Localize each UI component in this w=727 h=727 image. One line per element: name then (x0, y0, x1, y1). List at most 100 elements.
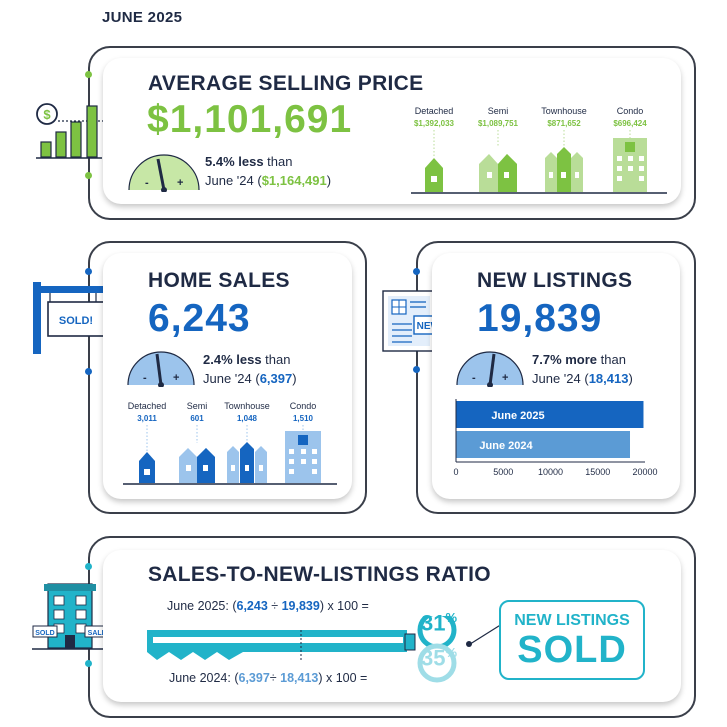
avg-price-prior: $1,164,491 (261, 173, 327, 188)
type-label: Townhouse (541, 106, 587, 116)
ratio-pct-2024: 35% (421, 645, 457, 671)
ratio-connector-dot-2 (85, 660, 92, 667)
type-label: Townhouse (224, 401, 270, 411)
avg-price-types: Detached $1,392,033 Semi $1,089,751 Town… (409, 106, 669, 194)
price-gauge-icon: - + (128, 154, 200, 192)
home-sales-prior: 6,397 (259, 371, 293, 386)
new-listings-prior: 18,413 (588, 371, 629, 386)
type-label: Semi (487, 106, 509, 116)
formula-sales: 6,243 (236, 599, 268, 613)
formula-listings: 19,839 (281, 599, 320, 613)
home-sales-change: 2.4% less (203, 352, 262, 367)
home-sales-frame (88, 241, 367, 514)
building-icon: SOLD SALE (32, 583, 110, 650)
x-tick-label: 0 (453, 467, 458, 477)
ratio-card: SALES-TO-NEW-LISTINGS RATIO June 2025: (… (103, 550, 681, 702)
than-text: than (597, 352, 626, 367)
type-label: Condo (289, 401, 317, 411)
listings-bar (456, 431, 631, 458)
new-listings-card: NEW LISTINGS 19,839 - + 7.7% more than J… (432, 253, 680, 499)
than-text: than (261, 352, 291, 367)
prior-close: ) (628, 371, 633, 386)
listings-bar (456, 401, 644, 428)
home-sales-connector-dot (85, 268, 92, 275)
home-sales-value: 6,243 (148, 297, 251, 340)
sale-tag-text: SALE (88, 630, 107, 637)
formula-text: ÷ (267, 599, 282, 613)
avg-price-comparison: 5.4% less than June '24 ($1,164,491) (205, 152, 331, 190)
prior-label: June '24 ( (532, 371, 589, 386)
new-listings-title: NEW LISTINGS (477, 269, 633, 292)
listings-gauge-icon: - + (456, 351, 524, 387)
listings-bar-label: June 2024 (479, 440, 533, 452)
type-value: $871,652 (547, 119, 581, 128)
type-value: 1,048 (236, 414, 258, 423)
type-value: $1,089,751 (477, 119, 519, 128)
pct-sign: % (445, 610, 458, 625)
formula-text: ) x 100 = (319, 599, 369, 613)
listings-bar-label: June 2025 (491, 410, 544, 422)
svg-text:-: - (472, 372, 476, 384)
new-listings-frame (416, 241, 696, 514)
svg-text:+: + (177, 177, 183, 189)
tag-line-2: SOLD (517, 629, 627, 671)
listings-bar-chart: June 2025 June 2024 0 5000 10000 15000 20000 (453, 399, 658, 477)
ratio-pct-2025: 31% (421, 610, 457, 636)
pct-value: 31 (421, 610, 446, 636)
avg-price-title: AVERAGE SELLING PRICE (148, 72, 424, 95)
new-listings-change: 7.7% more (532, 352, 598, 367)
x-tick-label: 10000 (538, 467, 563, 477)
avg-price-connector-dot-2 (85, 172, 92, 179)
green-houses-icon (411, 130, 667, 194)
svg-text:-: - (143, 372, 147, 384)
sales-gauge-icon: - + (127, 351, 195, 387)
type-label: Condo (616, 106, 644, 116)
new-listings-connector-dot (413, 268, 420, 275)
key-icon (147, 616, 503, 683)
avg-price-change: 5.4% less (205, 154, 264, 169)
new-listings-value: 19,839 (477, 297, 603, 340)
avg-price-card: AVERAGE SELLING PRICE $1,101,691 - + 5.4… (103, 58, 681, 204)
formula-text: June 2025: ( (167, 599, 237, 613)
pct-sign: % (445, 645, 458, 660)
home-sales-comparison: 2.4% less than June '24 (6,397) (203, 350, 297, 388)
type-value: 1,510 (292, 414, 314, 423)
type-value: $1,392,033 (413, 119, 455, 128)
x-tick-label: 15000 (585, 467, 610, 477)
svg-text:-: - (145, 177, 149, 189)
tag-line-1: NEW LISTINGS (514, 612, 630, 629)
ratio-connector-dot (85, 563, 92, 570)
svg-text:+: + (502, 372, 508, 384)
formula-text: ÷ (269, 671, 281, 685)
x-tick-label: 5000 (493, 467, 513, 477)
formula-sales: 6,397 (238, 671, 270, 685)
ratio-title: SALES-TO-NEW-LISTINGS RATIO (148, 563, 491, 586)
avg-price-value: $1,101,691 (147, 98, 353, 141)
home-sales-title: HOME SALES (148, 269, 290, 292)
pct-value: 35 (421, 645, 446, 671)
svg-text:$: $ (43, 107, 51, 122)
sold-sign-icon: SOLD! (33, 282, 109, 354)
formula-text: June 2024: ( (169, 671, 239, 685)
new-listings-connector-dot-2 (413, 366, 420, 373)
ratio-formula-2025: June 2025: (6,243 ÷ 19,839) x 100 = (167, 599, 369, 613)
prior-close: ) (292, 371, 297, 386)
sold-tag-text: SOLD (35, 630, 54, 637)
type-value: 3,011 (137, 414, 157, 423)
type-label: Semi (186, 401, 208, 411)
paper-text: NEW! (417, 321, 444, 332)
type-label: Detached (414, 106, 454, 116)
home-sales-connector-dot-2 (85, 368, 92, 375)
ratio-formula-2024: June 2024: (6,397÷ 18,413) x 100 = (169, 671, 367, 685)
type-value: 601 (190, 414, 204, 423)
sold-tag: NEW LISTINGS SOLD (499, 600, 645, 680)
avg-price-connector-dot (85, 71, 92, 78)
new-listings-comparison: 7.7% more than June '24 (18,413) (532, 350, 633, 388)
sign-text: SOLD! (59, 315, 93, 327)
prior-close: ) (326, 173, 332, 188)
type-label: Detached (127, 401, 167, 411)
than-text: than (263, 154, 293, 169)
home-sales-card: HOME SALES 6,243 - + 2.4% less than June… (103, 253, 352, 499)
svg-text:+: + (173, 372, 179, 384)
type-value: $696,424 (613, 119, 647, 128)
